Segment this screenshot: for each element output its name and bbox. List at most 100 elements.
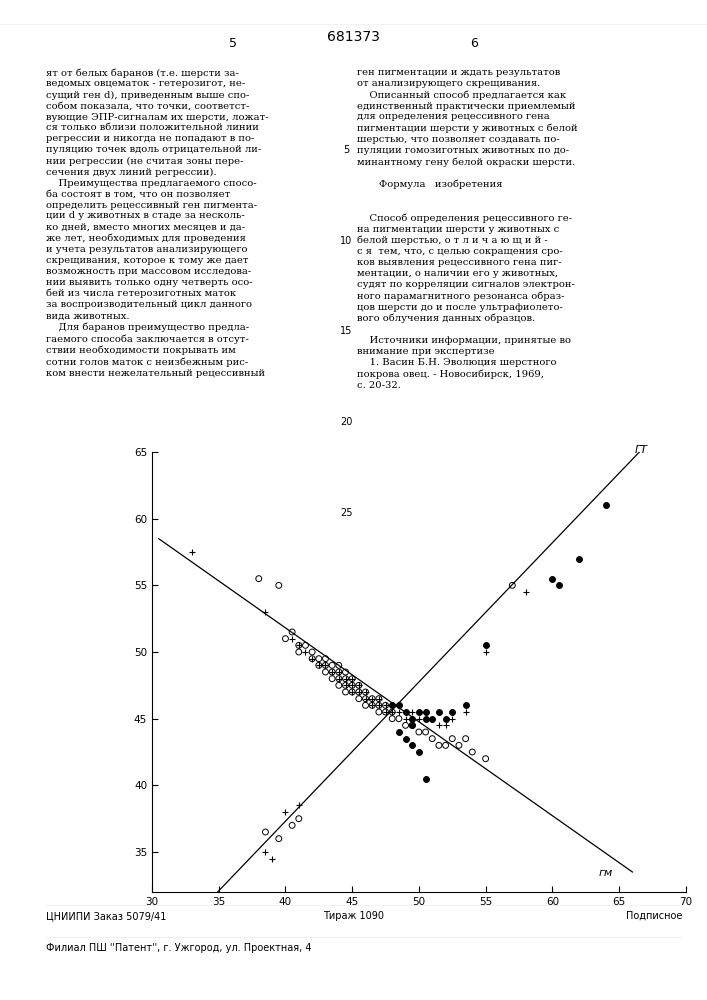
Point: [380, 704, 391, 720]
Point: [420, 771, 431, 787]
Point: [554, 577, 565, 593]
Point: [300, 637, 311, 653]
Point: [380, 697, 391, 713]
Point: [460, 731, 472, 747]
Point: [420, 704, 431, 720]
Point: [400, 731, 411, 747]
Point: [307, 651, 318, 667]
Point: [447, 704, 458, 720]
Point: [433, 704, 445, 720]
Point: [387, 697, 398, 713]
Point: [400, 711, 411, 727]
Point: [346, 671, 358, 687]
Text: 681373: 681373: [327, 30, 380, 44]
Point: [340, 671, 351, 687]
Point: [340, 677, 351, 693]
Point: [320, 657, 331, 673]
Point: [426, 711, 438, 727]
Point: [360, 684, 371, 700]
Point: [366, 691, 378, 707]
Point: [366, 697, 378, 713]
Point: [293, 644, 305, 660]
Point: [253, 571, 264, 587]
Point: [420, 724, 431, 740]
Point: [346, 684, 358, 700]
Point: [259, 604, 271, 620]
Point: [300, 644, 311, 660]
Point: [467, 744, 478, 760]
Text: 15: 15: [340, 326, 353, 336]
Point: [354, 691, 365, 707]
Point: [440, 711, 451, 727]
Text: Подписное: Подписное: [626, 911, 682, 921]
Point: [400, 704, 411, 720]
Point: [360, 691, 371, 707]
Point: [433, 717, 445, 733]
Point: [433, 737, 445, 753]
Point: [327, 657, 338, 673]
Point: [346, 677, 358, 693]
Point: [413, 711, 424, 727]
Point: [447, 711, 458, 727]
Point: [507, 577, 518, 593]
Point: [407, 711, 418, 727]
Point: [354, 677, 365, 693]
Text: 5: 5: [229, 37, 238, 50]
Point: [259, 844, 271, 860]
Point: [400, 717, 411, 733]
Point: [360, 684, 371, 700]
Point: [426, 731, 438, 747]
Point: [273, 577, 284, 593]
Point: [393, 704, 404, 720]
Point: [267, 851, 278, 867]
Point: [387, 697, 398, 713]
Text: Тираж 1090: Тираж 1090: [323, 911, 384, 921]
Point: [366, 697, 378, 713]
Point: [387, 704, 398, 720]
Text: ГТ: ГТ: [635, 445, 648, 455]
Point: [313, 657, 325, 673]
Point: [313, 657, 325, 673]
Point: [327, 671, 338, 687]
Point: [187, 544, 198, 560]
Point: [340, 664, 351, 680]
Text: ят от белых баранов (т.е. шерсти за-
ведомых овцематок - гетерозигот, не-
сущий : ят от белых баранов (т.е. шерсти за- вед…: [46, 68, 269, 378]
Point: [547, 571, 558, 587]
Point: [340, 677, 351, 693]
Point: [387, 704, 398, 720]
Point: [340, 684, 351, 700]
Text: 6: 6: [469, 37, 478, 50]
Point: [320, 657, 331, 673]
Point: [413, 724, 424, 740]
Point: [293, 797, 305, 813]
Point: [480, 644, 491, 660]
Point: [327, 664, 338, 680]
Point: [453, 737, 464, 753]
Point: [273, 831, 284, 847]
Point: [293, 811, 305, 827]
Point: [333, 677, 344, 693]
Point: [407, 717, 418, 733]
Point: [520, 584, 532, 600]
Text: гм: гм: [599, 868, 613, 878]
Point: [426, 711, 438, 727]
Point: [286, 631, 298, 647]
Point: [360, 691, 371, 707]
Point: [380, 697, 391, 713]
Point: [320, 651, 331, 667]
Point: [460, 697, 472, 713]
Point: [373, 697, 385, 713]
Point: [307, 644, 318, 660]
Point: [340, 671, 351, 687]
Point: [354, 684, 365, 700]
Point: [346, 677, 358, 693]
Point: [373, 704, 385, 720]
Point: [373, 691, 385, 707]
Point: [280, 631, 291, 647]
Point: [366, 691, 378, 707]
Text: 5: 5: [344, 145, 349, 155]
Point: [393, 724, 404, 740]
Point: [373, 691, 385, 707]
Text: 20: 20: [340, 417, 353, 427]
Point: [380, 704, 391, 720]
